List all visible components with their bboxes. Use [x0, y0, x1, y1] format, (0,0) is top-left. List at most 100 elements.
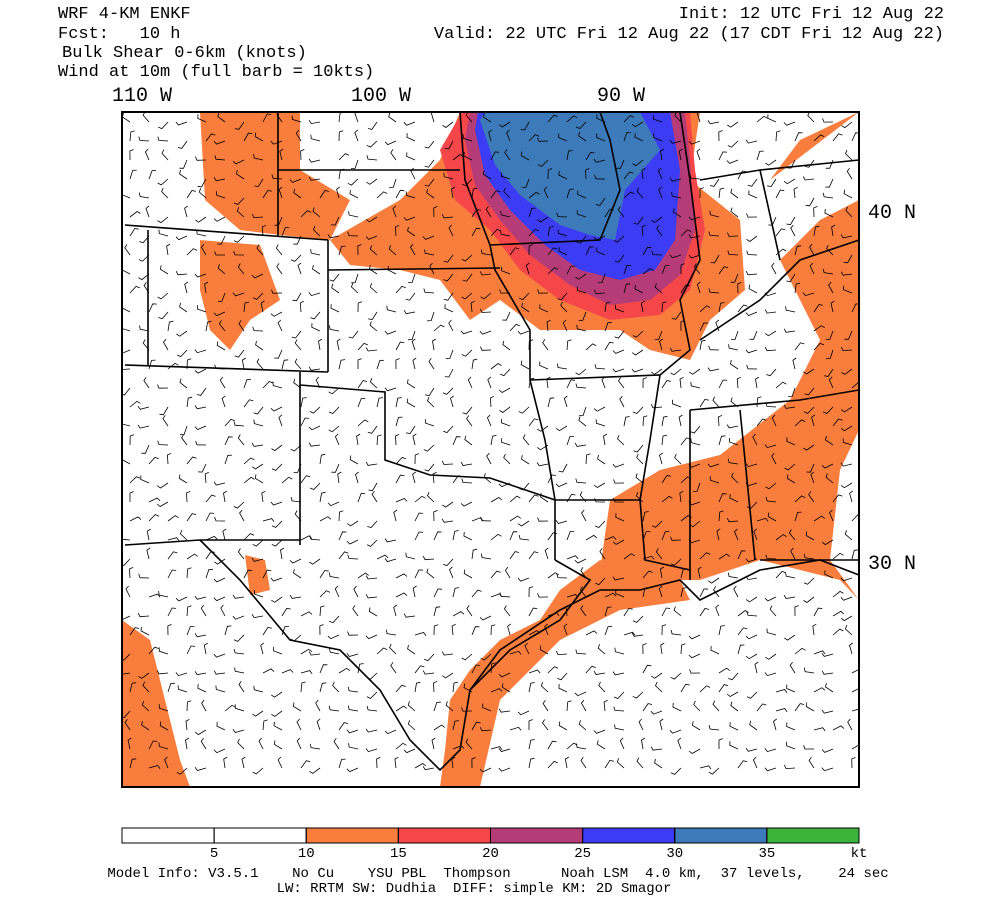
wind-barb — [756, 150, 764, 161]
wind-barb — [213, 748, 226, 754]
wind-barb — [809, 243, 815, 256]
wind-barb — [775, 689, 788, 693]
wind-barb — [433, 606, 441, 617]
wind-barb — [794, 245, 802, 256]
wind-barb — [243, 533, 255, 541]
wind-barb — [294, 510, 302, 522]
wind-barb — [503, 453, 511, 465]
wind-barb — [696, 148, 701, 161]
wind-barb — [636, 757, 644, 769]
wind-barb — [205, 535, 218, 541]
wind-barb — [520, 360, 530, 370]
wind-barb — [443, 273, 454, 282]
wind-barb — [300, 475, 311, 484]
field-name: Bulk Shear 0-6km (knots) — [62, 44, 307, 63]
wind-barb — [479, 727, 492, 732]
wind-barb — [718, 379, 728, 389]
wind-barb — [289, 558, 302, 564]
wind-barb — [414, 569, 423, 579]
wind-barb — [465, 738, 473, 750]
wind-barb — [177, 685, 188, 693]
wind-barb — [616, 758, 625, 769]
wind-barb — [528, 228, 539, 237]
wind-barb — [348, 743, 359, 750]
wind-barb — [186, 456, 197, 465]
wind-barb — [840, 462, 853, 467]
wind-barb — [427, 311, 435, 322]
wind-barb — [412, 585, 417, 598]
wind-barb — [218, 320, 226, 332]
wind-barb — [338, 510, 344, 522]
wind-barb — [129, 130, 135, 142]
wind-barb — [708, 577, 720, 584]
wind-barb — [633, 444, 644, 453]
wind-barb — [831, 224, 836, 237]
wind-barb — [805, 702, 815, 712]
wind-barb — [775, 570, 787, 579]
wind-barb — [273, 646, 283, 655]
wind-barb — [672, 208, 682, 218]
wind-barb — [312, 265, 321, 275]
wind-barb — [688, 140, 701, 145]
wind-barb — [270, 140, 283, 145]
wind-barb — [594, 520, 606, 528]
wind-barb — [794, 495, 806, 503]
wind-barb — [696, 112, 701, 123]
wind-barb — [349, 455, 359, 465]
wind-barb — [217, 292, 226, 302]
wind-barb — [500, 172, 511, 180]
wind-barb — [384, 538, 397, 543]
wind-barb — [632, 406, 644, 414]
wind-barb — [291, 115, 302, 123]
wind-barb — [623, 132, 631, 142]
wind-barb — [347, 231, 359, 237]
wind-barb — [509, 515, 522, 522]
wind-barb — [140, 626, 150, 636]
wind-barb — [463, 569, 473, 579]
wind-barb — [308, 176, 321, 181]
colorbar-segment — [121, 827, 215, 844]
wind-barb — [765, 554, 777, 560]
wind-barb — [822, 118, 834, 123]
footer-model-info: Model Info: V3.5.1 No Cu YSU PBL Thompso… — [107, 866, 888, 882]
wind-barb — [498, 748, 511, 752]
wind-barb — [745, 271, 758, 276]
shade-orange — [440, 560, 690, 787]
wind-barb — [689, 174, 701, 180]
wind-barb — [427, 396, 435, 408]
wind-barb — [385, 629, 397, 636]
wind-barb — [179, 169, 188, 180]
wind-barb — [384, 140, 397, 146]
wind-barb — [525, 262, 530, 275]
wind-barb — [355, 471, 359, 484]
wind-barb — [543, 186, 549, 199]
wind-barb — [338, 359, 346, 370]
wind-barb — [232, 594, 245, 599]
wind-barb — [785, 572, 796, 579]
wind-barb — [261, 224, 267, 237]
wind-barb — [528, 244, 533, 256]
wind-barb — [642, 511, 649, 522]
wind-barb — [390, 662, 397, 674]
wind-barb — [176, 349, 188, 357]
wind-barb — [452, 587, 460, 598]
wind-barb — [803, 667, 815, 674]
wind-barb — [424, 653, 435, 662]
wind-barb — [672, 702, 682, 712]
wind-barb — [281, 359, 289, 370]
wind-barb — [145, 205, 150, 218]
wind-barb — [658, 585, 663, 598]
wind-barb — [412, 357, 417, 370]
wind-barb — [328, 387, 340, 395]
wind-barb — [262, 668, 275, 674]
wind-barb — [369, 378, 378, 389]
wind-barb — [308, 119, 321, 125]
wind-barb — [733, 585, 739, 598]
wind-barb — [200, 243, 207, 256]
wind-barb — [442, 501, 454, 508]
wind-barb — [243, 457, 255, 465]
wind-barb — [790, 224, 796, 237]
wind-barb — [365, 728, 378, 733]
wind-barb — [213, 216, 226, 222]
shade-steelblue — [480, 112, 660, 240]
